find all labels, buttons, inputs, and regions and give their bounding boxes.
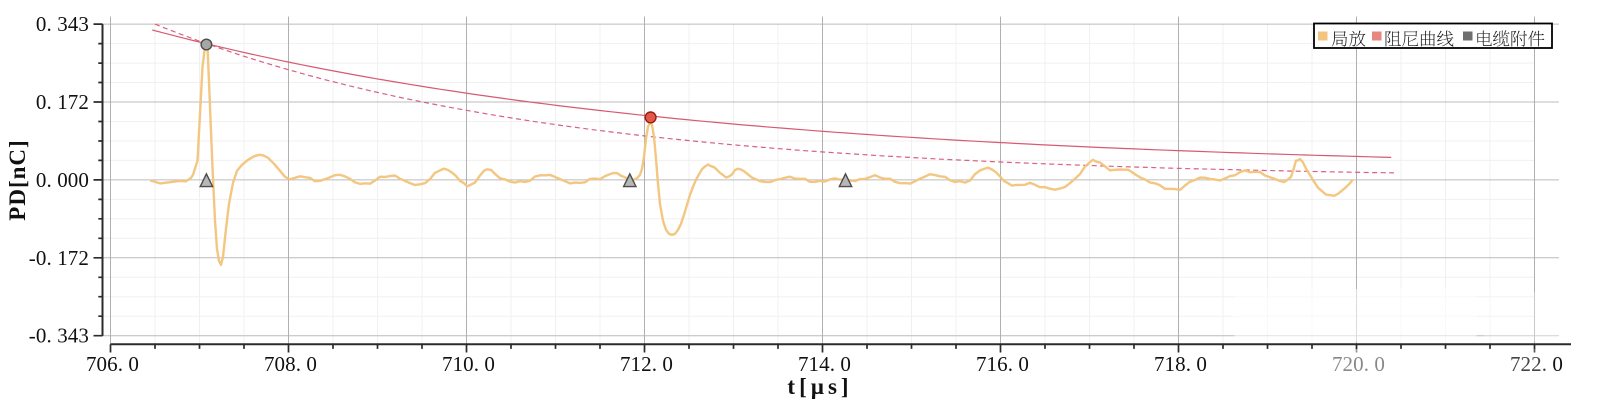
svg-text:718. 0: 718. 0 xyxy=(1154,352,1207,376)
svg-text:-0. 343: -0. 343 xyxy=(29,324,89,348)
svg-text:0. 343: 0. 343 xyxy=(36,12,89,36)
svg-text:0. 000: 0. 000 xyxy=(36,168,89,192)
svg-text:716. 0: 716. 0 xyxy=(976,352,1029,376)
svg-text:722. 0: 722. 0 xyxy=(1510,352,1563,376)
svg-text:706. 0: 706. 0 xyxy=(86,352,139,376)
svg-text:712. 0: 712. 0 xyxy=(620,352,673,376)
svg-text:710. 0: 710. 0 xyxy=(442,352,495,376)
svg-text:708. 0: 708. 0 xyxy=(264,352,317,376)
svg-text:PD[nC]: PD[nC] xyxy=(5,139,30,220)
svg-text:-0. 172: -0. 172 xyxy=(29,246,89,270)
svg-text:0. 172: 0. 172 xyxy=(36,90,89,114)
svg-text:714. 0: 714. 0 xyxy=(798,352,851,376)
svg-text:t[µs]: t[µs] xyxy=(787,374,852,399)
